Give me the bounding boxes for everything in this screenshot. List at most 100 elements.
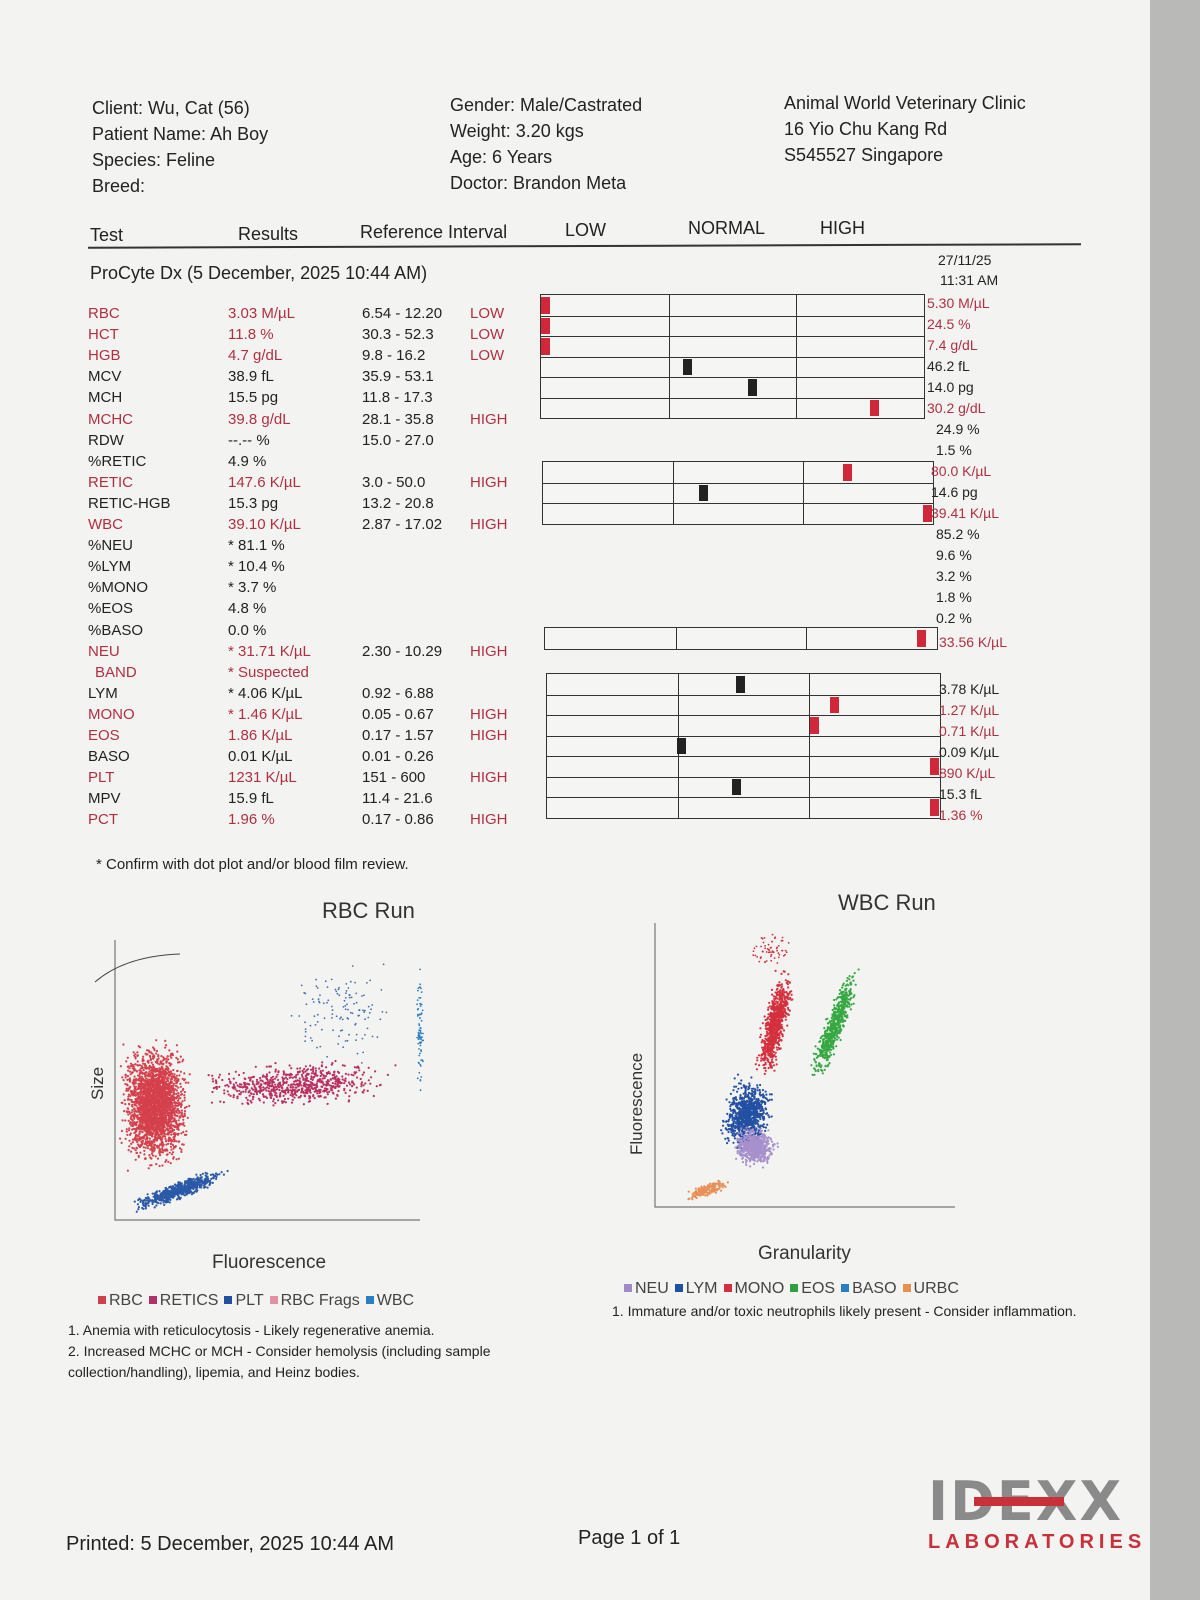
reference-interval: 3.0 - 50.0 (362, 473, 426, 491)
result-value: --.-- % (228, 431, 270, 449)
legend-label: LYM (685, 1280, 718, 1297)
reference-interval: 13.2 - 20.8 (362, 494, 434, 512)
rbc-note-1: 1. Anemia with reticulocytosis - Likely … (68, 1322, 435, 1338)
previous-value: 1.8 % (936, 589, 972, 605)
previous-time: 11:31 AM (940, 272, 999, 288)
legend-label: RBC Frags (280, 1292, 360, 1309)
flag-label: HIGH (470, 410, 508, 428)
test-name: EOS (88, 727, 120, 744)
previous-value: 3.2 % (936, 568, 972, 584)
range-row-line (547, 694, 940, 696)
flag-label: HIGH (470, 727, 508, 744)
previous-value: 33.56 K/µL (939, 634, 1008, 650)
test-name: WBC (88, 516, 123, 533)
result-value: 0.0 % (228, 621, 267, 639)
reference-interval: 2.30 - 10.29 (362, 642, 443, 660)
doctor-label: Doctor: Brandon Meta (450, 173, 627, 193)
range-marker (870, 399, 880, 416)
range-row-line (547, 776, 940, 778)
reference-interval: 30.3 - 52.3 (362, 326, 434, 344)
range-row-line (541, 315, 924, 317)
reference-interval: 28.1 - 35.8 (362, 410, 434, 428)
range-row-line (543, 503, 933, 504)
plot-axes (114, 940, 420, 1221)
previous-value: 1.5 % (936, 442, 972, 458)
result-value: * 10.4 % (228, 558, 285, 576)
clinic-address-line2: S545527 Singapore (784, 145, 944, 165)
range-divider (803, 462, 804, 524)
legend-swatch (723, 1284, 732, 1292)
eos-cluster (810, 968, 860, 1076)
result-value: 4.8 % (228, 600, 267, 618)
result-value: 38.9 fL (228, 368, 274, 386)
clinic-name: Animal World Veterinary Clinic (784, 93, 1026, 113)
test-name: NEU (88, 642, 120, 660)
previous-value: 39.41 K/µL (931, 505, 1000, 521)
range-marker (917, 630, 927, 647)
result-value: 0.01 K/µL (228, 748, 293, 766)
reference-interval: 0.17 - 1.57 (362, 727, 434, 744)
range-row-line (543, 482, 933, 484)
col-results: Results (238, 224, 299, 244)
test-name: MCV (88, 368, 122, 386)
flag-label: LOW (470, 347, 505, 365)
result-value: 1.86 K/µL (228, 727, 293, 744)
range-divider (809, 674, 810, 818)
range-row-line (547, 797, 940, 798)
sparse-top (752, 933, 790, 964)
age-label: Age: 6 Years (450, 147, 553, 167)
previous-value: 14.0 pg (927, 379, 974, 395)
reference-interval: 15.0 - 27.0 (362, 431, 434, 449)
flag-label: LOW (470, 305, 505, 322)
legend-swatch (841, 1284, 850, 1292)
col-test: Test (90, 225, 124, 245)
reference-interval: 0.05 - 0.67 (362, 705, 434, 723)
rbc-xlabel: Fluorescence (212, 1252, 327, 1273)
legend-label: PLT (235, 1292, 264, 1309)
test-name: %MONO (88, 579, 148, 597)
test-name: MPV (88, 790, 121, 808)
patient-label: Patient Name: Ah Boy (92, 124, 269, 144)
legend-swatch (790, 1284, 799, 1292)
printed-date: Printed: 5 December, 2025 10:44 AM (66, 1533, 394, 1555)
wbc-scatter (290, 963, 388, 1064)
range-row-line (541, 397, 924, 399)
range-bar-group (544, 627, 938, 650)
reference-interval: 0.01 - 0.26 (362, 748, 434, 766)
previous-value: 46.2 fL (927, 358, 970, 374)
range-row-line (541, 356, 924, 358)
previous-value: 85.2 % (936, 526, 980, 542)
legend-label: NEU (635, 1280, 669, 1297)
run-title: ProCyte Dx (5 December, 2025 10:44 AM) (90, 263, 428, 283)
previous-value: 3.78 K/µL (939, 681, 1000, 697)
range-marker (843, 464, 853, 481)
range-row-line (541, 336, 924, 337)
result-value: 39.10 K/µL (228, 516, 301, 533)
range-marker (682, 358, 692, 375)
result-value: 11.8 % (228, 326, 274, 344)
plt-cluster (133, 1169, 229, 1213)
rbc-note-3: collection/handling), lipemia, and Heinz… (68, 1364, 360, 1380)
legend-swatch (148, 1296, 157, 1304)
test-name: MCH (88, 389, 123, 407)
legend-swatch (902, 1284, 911, 1292)
reference-interval: 2.87 - 17.02 (362, 516, 443, 533)
legend-swatch (365, 1296, 374, 1304)
result-value: 4.7 g/dL (228, 347, 283, 365)
wbc-plot-title: WBC Run (838, 890, 936, 915)
range-marker (541, 338, 550, 355)
previous-value: 5.30 M/µL (927, 295, 990, 311)
wbc-edge (416, 968, 425, 1092)
logo-subtitle: LABORATORIES (928, 1531, 1147, 1553)
retic-cluster (207, 1059, 397, 1107)
test-name: RDW (88, 431, 124, 449)
wbc-xlabel: Granularity (758, 1243, 851, 1264)
page-edge-shadow (1150, 0, 1200, 1600)
plot-gate-curve (94, 953, 181, 983)
result-value: 1.96 % (228, 811, 275, 829)
test-name: %RETIC (88, 452, 147, 470)
flag-label: HIGH (470, 769, 508, 787)
previous-value: 24.9 % (936, 421, 980, 437)
result-value: 15.3 pg (228, 494, 279, 512)
legend-swatch (98, 1296, 106, 1304)
